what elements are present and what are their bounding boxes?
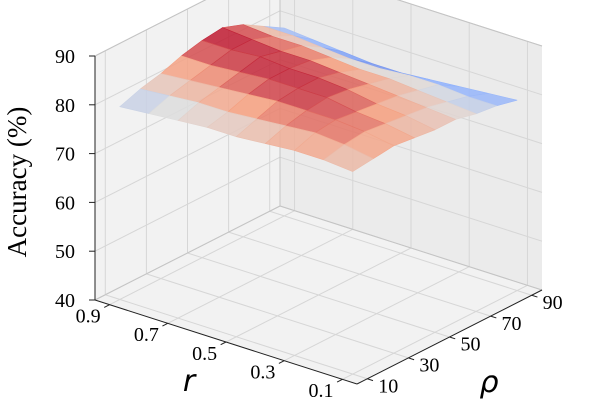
z-axis-title: Accuracy (%) [2,107,32,258]
y-tick-mark [449,336,456,340]
grid-line-y-floor [146,273,409,359]
y-tick-label: 70 [502,313,522,335]
y-tick-label: 50 [460,334,480,356]
y-tick-label: 10 [378,375,398,397]
x-tick-mark [336,378,343,383]
grid-line-y-floor [228,231,491,317]
pane-edge-floor-back [94,205,281,301]
grid-line-z-left-wall [94,156,281,252]
tick-labels: 0.1 0.3 0.5 0.7 0.9 10 30 50 70 90 40 50 60 70 80 90 [55,46,563,402]
grid-line-y-floor [187,252,450,338]
grid-line-y-floor [269,210,532,296]
grid-line-y-floor [105,294,368,380]
y-tick-mark [490,315,497,319]
x-tick-label: 0.1 [309,380,334,402]
z-tick-label: 90 [55,46,75,68]
x-tick-mark [278,360,285,364]
y-axis-title: ρ [479,365,498,400]
y-tick-label: 30 [419,355,439,377]
z-tick-label: 60 [55,192,75,214]
y-tick-mark [531,294,538,298]
x-tick-mark [162,322,169,327]
pane-edge-top-left [94,0,207,57]
z-tick-label: 80 [55,95,75,117]
surface-cell [322,144,374,172]
tick-marks [89,55,538,383]
z-tick-label: 50 [55,241,75,263]
grid-line-z-right-wall [279,156,543,242]
y-tick-label: 90 [543,292,563,314]
x-tick-label: 0.5 [192,343,217,365]
x-tick-label: 0.3 [250,362,275,384]
y-tick-mark [408,357,415,361]
y-tick-mark [367,378,374,382]
z-tick-label: 70 [55,144,75,166]
x-tick-label: 0.9 [76,306,101,328]
grid-line-z-right-wall [279,10,543,96]
x-tick-mark [220,341,227,346]
pane-edges [94,0,543,301]
accuracy-surface [119,24,518,172]
z-tick-label: 40 [55,290,75,312]
x-tick-label: 0.7 [134,324,159,346]
x-axis-title: r [183,364,197,399]
pane-edge-top-right [396,0,543,47]
pane-edge-floor-right [279,205,543,291]
x-tick-mark [103,304,110,308]
